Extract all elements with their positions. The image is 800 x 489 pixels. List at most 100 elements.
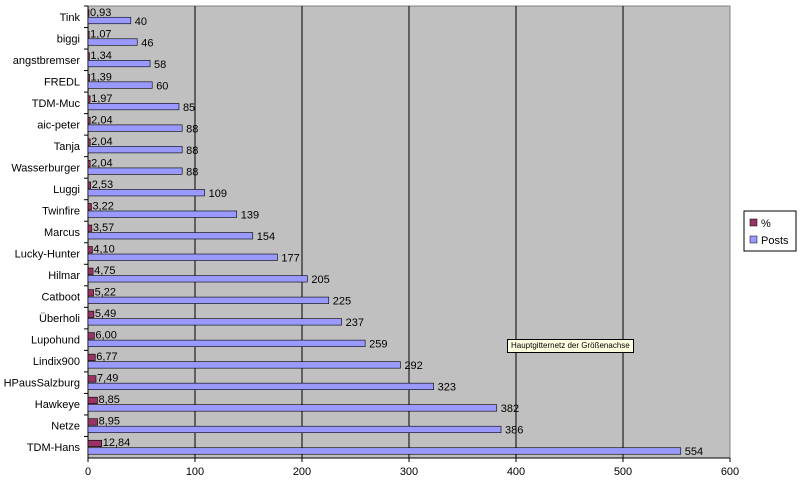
bar-posts [87, 189, 205, 197]
category-label: Tanja [54, 141, 81, 153]
bar-posts [87, 447, 682, 455]
bar-percent [87, 74, 90, 82]
data-label-percent: 6,77 [96, 351, 117, 363]
data-label-posts: 225 [333, 296, 351, 308]
x-tick-label: 100 [186, 466, 204, 478]
data-label-percent: 5,49 [95, 308, 116, 320]
data-label-posts: 323 [438, 382, 456, 394]
bar-posts [87, 275, 308, 283]
data-label-percent: 1,34 [90, 50, 111, 62]
category-label: Tink [60, 12, 81, 24]
data-label-posts: 154 [257, 231, 275, 243]
bar-percent [87, 332, 95, 340]
bar-percent [87, 310, 95, 318]
data-label-percent: 1,39 [90, 71, 111, 83]
legend-label-percent: % [761, 218, 771, 230]
data-label-percent: 7,49 [97, 373, 118, 385]
category-label: Überholi [39, 313, 80, 325]
bar-percent [87, 289, 94, 297]
bar-percent [87, 203, 92, 211]
bar-posts [87, 81, 153, 89]
bar-percent [87, 117, 91, 125]
data-label-percent: 5,22 [95, 287, 116, 299]
data-label-percent: 8,95 [99, 416, 120, 428]
data-label-posts: 386 [505, 425, 523, 437]
data-label-percent: 3,57 [93, 222, 114, 234]
legend: % Posts [743, 210, 797, 252]
bar-posts [87, 339, 366, 347]
legend-swatch-percent [749, 218, 758, 227]
category-label: Hilmar [48, 270, 80, 282]
legend-box [743, 210, 797, 252]
bar-posts [87, 296, 330, 304]
data-label-percent: 4,10 [93, 244, 114, 256]
data-label-posts: 88 [186, 123, 198, 135]
data-label-posts: 88 [186, 166, 198, 178]
data-label-posts: 177 [281, 253, 299, 265]
category-label: TDM-Hans [27, 442, 81, 454]
bar-posts [87, 425, 502, 434]
bar-percent [87, 95, 91, 103]
data-label-percent: 1,97 [91, 93, 112, 105]
data-label-posts: 205 [311, 274, 329, 286]
bars [87, 9, 682, 455]
category-label: Hawkeye [35, 399, 80, 411]
bar-posts [87, 318, 342, 326]
bar-posts [87, 16, 132, 25]
x-tick-label: 300 [400, 466, 418, 478]
x-tick-label: 0 [85, 466, 91, 478]
category-label: Lindix900 [33, 356, 80, 368]
bar-posts [87, 382, 434, 390]
bar-posts [87, 124, 183, 132]
data-label-posts: 58 [154, 59, 166, 71]
bar-posts [87, 232, 254, 240]
data-label-percent: 2,04 [91, 114, 112, 126]
legend-swatch-posts [749, 235, 758, 244]
bar-percent [87, 375, 97, 383]
data-label-posts: 109 [209, 188, 227, 200]
category-label: Marcus [44, 227, 81, 239]
bar-percent [87, 9, 90, 17]
category-label: Twinfire [42, 205, 80, 217]
bar-percent [87, 353, 96, 361]
bar-percent [87, 138, 91, 146]
data-label-posts: 554 [685, 446, 703, 458]
data-label-posts: 88 [186, 145, 198, 157]
data-label-percent: 0,93 [90, 7, 111, 19]
bar-percent [87, 30, 90, 39]
data-label-posts: 382 [501, 403, 519, 415]
category-label: Lupohund [31, 335, 80, 347]
gridline-tooltip: Hauptgitternetz der Größenachse [507, 339, 634, 353]
data-label-percent: 6,00 [95, 330, 116, 342]
bar-percent [87, 224, 93, 232]
data-label-posts: 40 [135, 16, 147, 28]
category-label: Lucky-Hunter [15, 249, 81, 261]
category-label: Luggi [53, 184, 80, 196]
data-label-posts: 85 [183, 102, 195, 114]
bar-percent [87, 396, 98, 404]
bar-percent [87, 52, 90, 60]
category-label: angstbremser [13, 55, 81, 67]
x-tick-label: 500 [614, 466, 632, 478]
legend-label-posts: Posts [761, 235, 789, 247]
data-label-percent: 3,22 [92, 200, 113, 212]
bar-posts [87, 253, 278, 261]
x-tick-label: 600 [721, 466, 739, 478]
gridlines [84, 5, 731, 462]
bar-percent [87, 418, 98, 426]
category-label: HPausSalzburg [4, 378, 80, 390]
data-label-percent: 4,75 [94, 265, 115, 277]
category-label: Wasserburger [11, 162, 80, 174]
data-label-percent: 12,84 [103, 437, 131, 449]
bar-percent [87, 439, 103, 448]
category-label: Netze [51, 421, 80, 433]
data-label-percent: 2,04 [91, 157, 112, 169]
category-label: FREDL [44, 76, 80, 88]
bar-posts [87, 404, 498, 412]
bar-posts [87, 146, 183, 154]
data-label-posts: 292 [404, 360, 422, 372]
data-label-posts: 237 [346, 317, 364, 329]
category-label: Catboot [41, 292, 80, 304]
